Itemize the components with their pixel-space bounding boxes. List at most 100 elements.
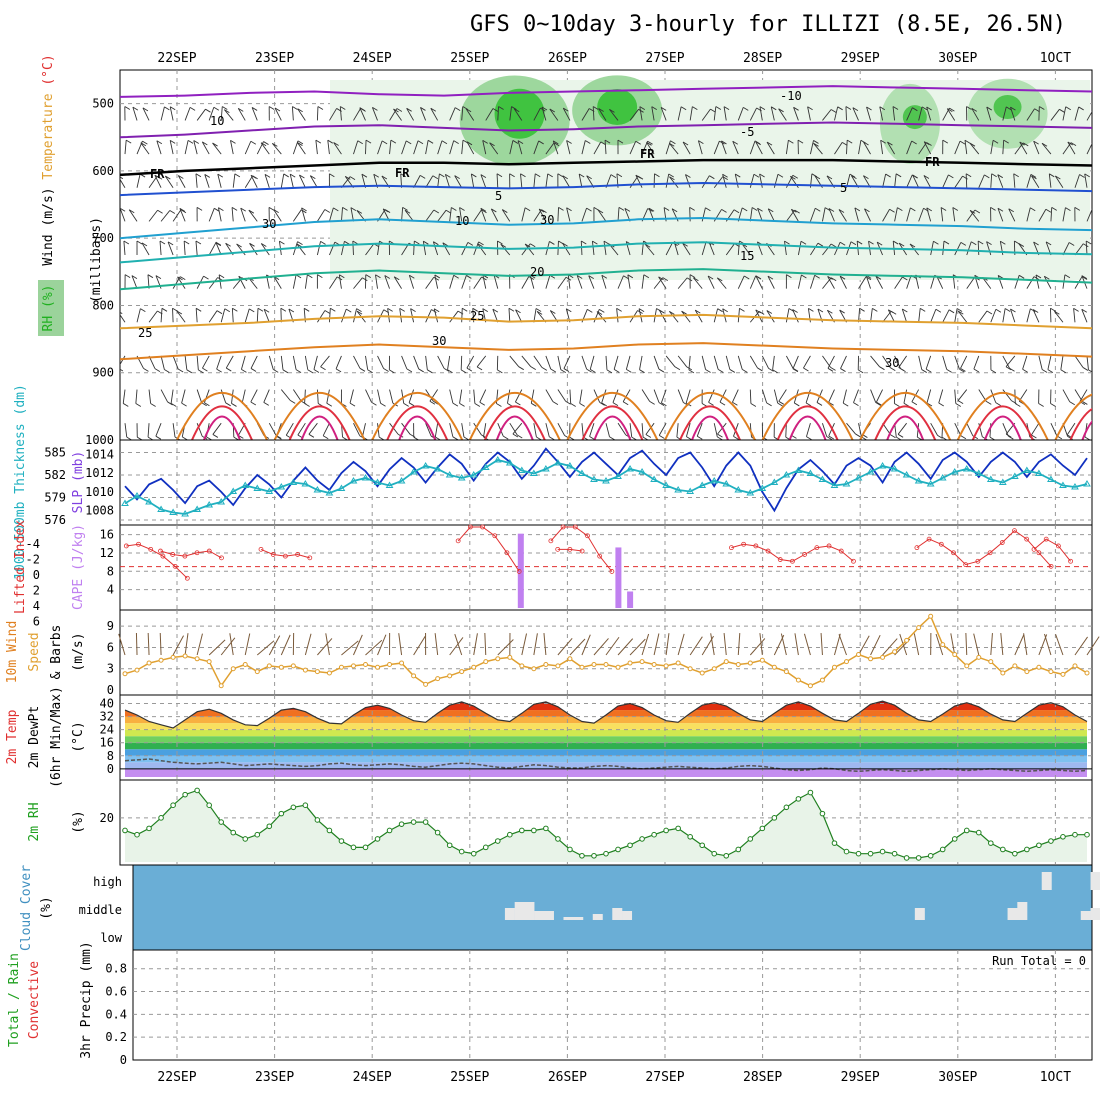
wind-barb bbox=[629, 638, 646, 656]
date-label-24sep: 24SEP bbox=[353, 1070, 392, 1085]
wind-speed-point bbox=[856, 652, 862, 658]
wind-barb bbox=[749, 389, 752, 404]
wind-barb-flag bbox=[418, 368, 424, 373]
wind-barb-flag bbox=[682, 141, 689, 146]
wind-barb-flag bbox=[622, 401, 629, 406]
wind-barb-flag bbox=[733, 209, 740, 214]
wind-barb-flag bbox=[1082, 401, 1088, 405]
contour-label-30: 30 bbox=[432, 334, 446, 348]
wind-barb bbox=[858, 276, 867, 289]
wind-barb bbox=[375, 274, 378, 289]
wind-barb bbox=[794, 633, 799, 656]
wind-barb bbox=[328, 207, 334, 222]
wind-barb-flag bbox=[586, 207, 592, 212]
wind-barb-flag bbox=[837, 106, 843, 111]
wind-barb bbox=[437, 140, 443, 155]
wind-barb-flag bbox=[800, 240, 807, 245]
wind-barb bbox=[906, 140, 913, 155]
wind-barb-flag bbox=[339, 274, 345, 279]
wind-barb bbox=[732, 141, 739, 155]
wind-barb-flag bbox=[1003, 139, 1009, 144]
wind-barb bbox=[863, 141, 871, 155]
wind-barb bbox=[965, 173, 968, 188]
thickness-point bbox=[602, 477, 610, 484]
wind-speed-point bbox=[639, 659, 645, 665]
wind-barb bbox=[641, 274, 645, 289]
y-axis-label-main: Wind (m/s) Temperature (°C) bbox=[41, 54, 56, 265]
wind-barb bbox=[876, 389, 883, 403]
wind-barb bbox=[930, 241, 934, 256]
wind-barb bbox=[141, 242, 150, 256]
lifted-index-line bbox=[731, 543, 854, 562]
wind-barb-flag bbox=[549, 108, 556, 113]
wind-barb bbox=[942, 174, 949, 188]
rh-point bbox=[699, 842, 706, 849]
rh-point bbox=[374, 836, 381, 842]
wind-barb bbox=[882, 209, 890, 222]
wind-barb-flag bbox=[992, 139, 999, 144]
wind-barb-flag bbox=[297, 108, 303, 113]
contour-label--10: -10 bbox=[780, 89, 802, 103]
wind-barb-flag bbox=[949, 107, 955, 112]
wind-barb bbox=[834, 106, 839, 121]
wind-barb bbox=[268, 635, 281, 656]
wind-barb bbox=[627, 274, 631, 289]
wind-speed-point bbox=[230, 666, 236, 672]
label-part: 2m RH bbox=[27, 802, 42, 841]
wind-barb-flag bbox=[986, 241, 992, 246]
right-tick-4: 4 bbox=[107, 583, 114, 597]
wind-barb-flag bbox=[481, 209, 487, 214]
wind-barb bbox=[524, 243, 535, 256]
wind-barb-flag bbox=[1045, 241, 1052, 246]
wind-barb bbox=[545, 355, 552, 370]
wind-barb-flag bbox=[624, 207, 631, 212]
thickness-point bbox=[746, 489, 755, 496]
wind-barb-flag bbox=[218, 274, 225, 279]
wind-barb bbox=[1031, 422, 1040, 436]
date-label-1oct: 1OCT bbox=[1040, 51, 1071, 66]
wind-barb-flag bbox=[250, 140, 257, 145]
rh-point bbox=[519, 827, 525, 834]
wind-barb bbox=[148, 209, 158, 222]
isotherm-loop-35 bbox=[956, 391, 1049, 440]
wind-barb-flag bbox=[154, 174, 161, 179]
wind-barb-flag bbox=[912, 174, 918, 179]
wind-barb-flag bbox=[715, 106, 722, 110]
wind-barb bbox=[660, 107, 667, 121]
wind-speed-point bbox=[266, 663, 272, 669]
wind-barb-flag bbox=[356, 209, 363, 214]
date-label-24sep: 24SEP bbox=[353, 51, 392, 66]
wind-barb-flag bbox=[195, 307, 202, 312]
wind-barb bbox=[142, 107, 150, 121]
wind-barb-flag bbox=[1032, 309, 1039, 313]
wind-barb bbox=[1002, 140, 1005, 155]
wind-barb bbox=[432, 241, 439, 256]
wind-barb bbox=[966, 422, 974, 436]
wind-barb bbox=[1079, 389, 1088, 402]
label-part: (°C) bbox=[71, 721, 86, 752]
wind-speed-point bbox=[411, 673, 417, 679]
y-tick-9: 9 bbox=[107, 619, 114, 633]
wind-barb-flag bbox=[297, 140, 304, 145]
wind-barb bbox=[778, 389, 787, 402]
rh-point bbox=[963, 827, 970, 834]
wind-barb bbox=[822, 243, 832, 256]
wind-barb bbox=[449, 140, 455, 155]
wind-barb bbox=[420, 107, 427, 121]
isotherm-loop-40 bbox=[1069, 407, 1092, 440]
wind-barb-flag bbox=[965, 173, 972, 178]
wind-barb bbox=[545, 142, 555, 155]
wind-barb-flag bbox=[161, 307, 168, 312]
wind-barb bbox=[964, 140, 968, 155]
wind-barb bbox=[954, 175, 963, 188]
wind-barb-flag bbox=[155, 435, 162, 440]
wind-barb bbox=[940, 207, 944, 222]
wind-barb bbox=[543, 633, 547, 656]
wind-barb bbox=[646, 142, 655, 155]
wind-barb bbox=[231, 207, 234, 222]
wind-barb bbox=[1014, 275, 1020, 289]
wind-barb bbox=[196, 389, 203, 403]
wind-barb-flag bbox=[550, 368, 556, 373]
wind-barb-flag bbox=[692, 106, 698, 111]
wind-barb bbox=[579, 389, 583, 404]
